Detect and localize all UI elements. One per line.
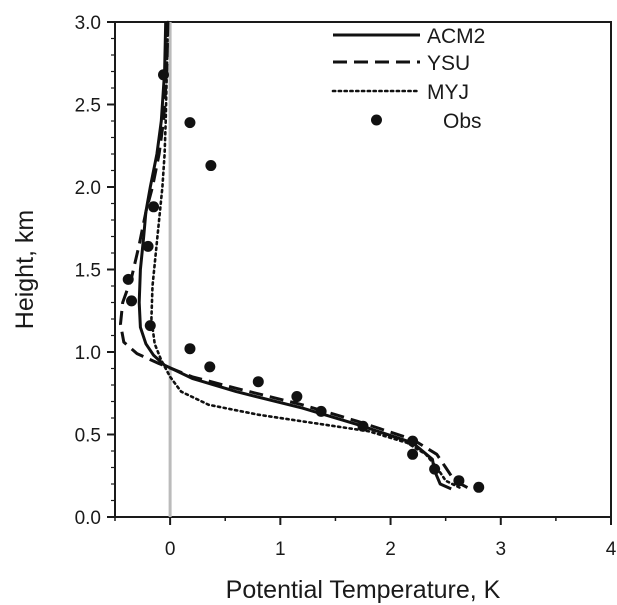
y-tick-label: 2.0 [75, 178, 101, 199]
x-tick-label: 2 [385, 539, 396, 560]
y-tick-label: 2.5 [75, 96, 101, 117]
obs-point [204, 361, 216, 373]
x-tick-label: 0 [165, 539, 176, 560]
obs-point [184, 343, 196, 355]
obs-point [291, 391, 303, 403]
x-axis-label: Potential Temperature, K [226, 576, 501, 604]
x-tick-label: 3 [495, 539, 506, 560]
plot-area [114, 20, 612, 518]
obs-point [205, 160, 217, 172]
observation-points [122, 69, 485, 493]
x-tick-label: 4 [606, 539, 617, 560]
obs-point [184, 117, 196, 129]
plot-frame [114, 21, 612, 518]
obs-point [122, 273, 134, 285]
legend-label-ysu: YSU [427, 52, 470, 75]
obs-point [453, 475, 465, 487]
legend: ACM2 YSU MYJ Obs [331, 25, 485, 133]
obs-point [315, 405, 327, 417]
y-tick-label: 0.5 [75, 426, 101, 447]
obs-point [357, 420, 369, 432]
obs-point [148, 201, 160, 213]
y-tick-label: 0.0 [75, 508, 101, 529]
x-tick-label: 1 [275, 539, 286, 560]
legend-label-acm2: ACM2 [427, 25, 485, 48]
obs-point [407, 448, 419, 460]
obs-point [126, 295, 138, 307]
y-axis: 0.0 0.5 1.0 1.5 2.0 2.5 3.0 [75, 13, 115, 529]
obs-point [144, 320, 156, 332]
y-tick-label: 3.0 [75, 13, 101, 34]
legend-label-obs: Obs [443, 110, 482, 133]
obs-point [157, 69, 169, 81]
series-layer [119, 20, 471, 491]
obs-point [407, 435, 419, 447]
series-line-myj [150, 20, 464, 491]
series-line-ysu [119, 21, 471, 491]
y-axis-label: Height, km [11, 210, 39, 329]
y-tick-label: 1.5 [75, 261, 101, 282]
obs-point [142, 240, 154, 252]
y-tick-label: 1.0 [75, 343, 101, 364]
x-axis: 0 1 2 3 4 [114, 517, 617, 560]
legend-swatch-obs [371, 114, 382, 126]
obs-point [473, 481, 485, 493]
obs-point [429, 463, 441, 475]
legend-label-myj: MYJ [427, 81, 469, 104]
obs-point [252, 376, 264, 388]
